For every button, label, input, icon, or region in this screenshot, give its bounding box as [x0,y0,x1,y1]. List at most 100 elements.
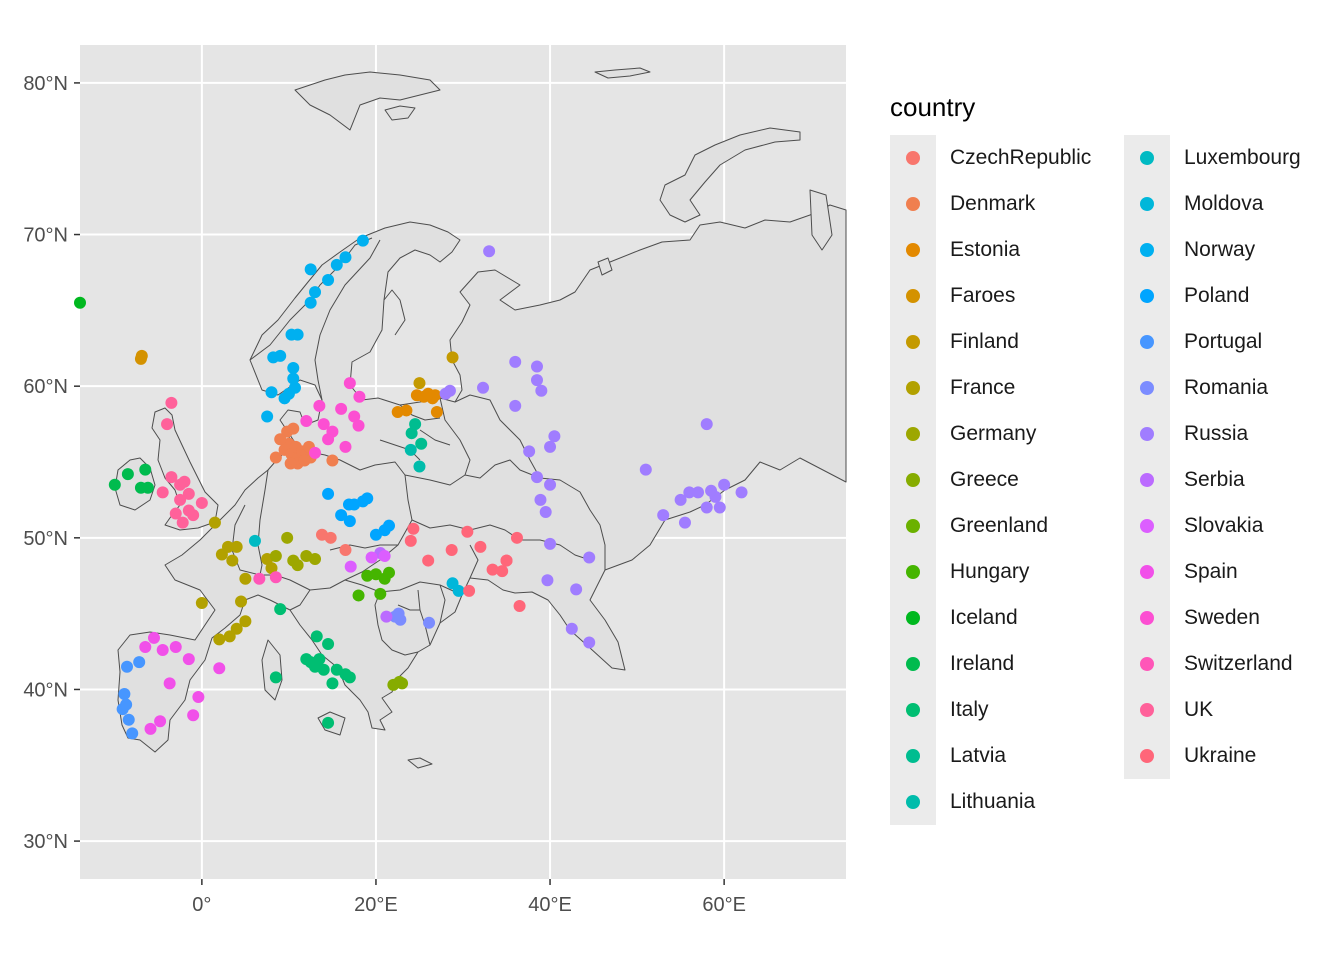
data-point [261,410,274,423]
legend-item: Poland [1124,273,1344,319]
legend-swatch [1140,151,1154,165]
data-point [477,381,490,394]
axes: 0° 20°E 40°E 60°E 30°N 40°N 50°N 60°N 70°N 80°N [23,73,746,916]
data-point [139,640,152,653]
legend-label: Iceland [950,606,1018,629]
legend-swatch [1140,427,1154,441]
data-point [565,622,578,635]
legend-item: France [890,365,1124,411]
data-point [133,656,146,669]
series-russia [439,245,748,649]
data-point [352,419,365,432]
legend-swatch [1140,565,1154,579]
legend-swatch [1140,289,1154,303]
data-point [139,463,152,476]
data-point [404,534,417,547]
legend-swatch [1140,335,1154,349]
data-point [322,637,335,650]
landmass-franz-josef [594,67,651,79]
legend-key [1124,319,1170,365]
legend-key [890,595,936,641]
data-point [700,418,713,431]
data-point [265,386,278,399]
landmass-vaygach [809,189,833,251]
data-point [223,630,236,643]
legend-label: Portugal [1184,330,1263,353]
legend: country CzechRepublic Denmark Estonia Faroe… [890,92,1344,825]
series-hungary [352,566,396,602]
legend-item: Switzerland [1124,641,1344,687]
data-point [135,349,148,362]
data-point [570,583,583,596]
landmass-corsica-sardinia [261,639,283,701]
data-point [326,454,339,467]
data-point [530,471,543,484]
legend-label: Finland [950,330,1019,353]
legend-columns: CzechRepublic Denmark Estonia Faroes Finland… [890,135,1344,825]
data-point [213,662,226,675]
data-point [147,631,160,644]
legend-key [1124,595,1170,641]
data-point [134,481,147,494]
data-point [300,415,313,428]
legend-item: Hungary [890,549,1124,595]
legend-key [890,641,936,687]
series-norway [261,234,369,423]
legend-label: Greece [950,468,1019,491]
data-point [463,584,476,597]
data-point [394,613,407,626]
series-lithuania [404,443,426,473]
legend-label: CzechRepublic [950,146,1092,169]
legend-key [890,549,936,595]
legend-swatch [1140,197,1154,211]
series-switzerland [253,571,282,585]
data-point [178,475,191,488]
series-france [195,516,278,646]
data-point [718,478,731,491]
data-point [309,553,322,566]
data-point [530,360,543,373]
legend-label: Norway [1184,238,1256,261]
y-tick-label: 80°N [23,73,68,95]
legend-swatch [906,749,920,763]
landmass-eurasia [117,204,847,753]
series-estonia [391,387,443,418]
data-point [274,349,287,362]
y-tick-label: 70°N [23,225,68,247]
data-point [443,384,456,397]
legend-key [1124,181,1170,227]
data-point [683,486,696,499]
data-point [446,351,459,364]
data-point [121,660,134,673]
y-axis-ticks: 30°N 40°N 50°N 60°N 70°N 80°N [23,73,80,853]
series-moldova [446,577,465,597]
data-point [423,616,436,629]
data-point [700,501,713,514]
data-point [156,644,169,657]
legend-swatch [1140,243,1154,257]
legend-key [890,181,936,227]
data-point [176,516,189,529]
data-point [335,402,348,415]
data-point [269,671,282,684]
legend-swatch [1140,611,1154,625]
legend-item: Estonia [890,227,1124,273]
data-point [513,600,526,613]
x-tick-label: 0° [192,894,211,916]
legend-label: Estonia [950,238,1021,261]
data-point [163,677,176,690]
series-romania [389,607,436,629]
data-points [74,234,748,740]
data-point [383,566,396,579]
legend-label: France [950,376,1016,399]
legend-swatch [906,335,920,349]
legend-key [890,319,936,365]
legend-key [1124,687,1170,733]
data-point [281,531,294,544]
data-point [374,587,387,600]
data-point [396,677,409,690]
legend-item: Slovakia [1124,503,1344,549]
legend-item: Latvia [890,733,1124,779]
data-point [324,531,337,544]
data-point [474,540,487,553]
